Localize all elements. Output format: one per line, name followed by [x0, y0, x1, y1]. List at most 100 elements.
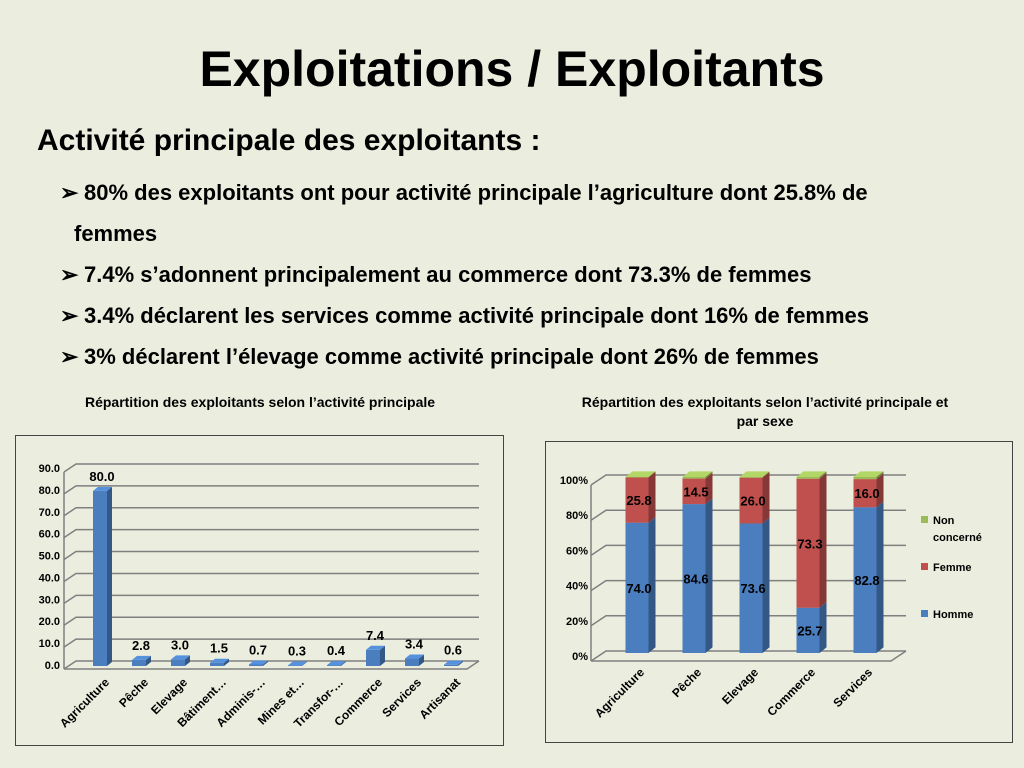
legend-swatch: [921, 610, 928, 617]
bar-segment-femme: [853, 479, 877, 508]
data-label: 84.6: [683, 572, 708, 587]
data-label: 3.4: [405, 637, 424, 652]
bar-side: [185, 655, 190, 666]
bar-side: [341, 661, 346, 666]
bar-segment-homme-side: [648, 517, 656, 653]
bullet-item: ➢ 3.4% déclarent les services comme activ…: [60, 295, 990, 336]
bullet-item: ➢ 80% des exploitants ont pour activité p…: [60, 172, 990, 213]
y-tick-label: 20%: [566, 616, 588, 628]
y-tick-label: 70.0: [39, 507, 60, 519]
y-tick-label: 80.0: [39, 485, 60, 497]
y-tick-label: 90.0: [39, 463, 60, 475]
bar-segment-non-concerné: [796, 477, 820, 479]
chart1-box: 0.0 10.0 20.0 30.0 40.0 50.0 60.0 70.0 80.0 90.0 8…: [15, 435, 504, 746]
bar-segment-femme-side: [819, 473, 827, 608]
legend-swatch: [921, 563, 928, 570]
bar-side: [146, 655, 151, 666]
gridline: [63, 463, 479, 473]
legend-swatch: [921, 516, 928, 523]
legend-label: Non: [933, 515, 955, 527]
gridline: [63, 507, 479, 517]
bar-segment-non-concerné: [625, 477, 649, 478]
y-tick-label: 30.0: [39, 594, 60, 606]
data-label: 82.8: [854, 573, 879, 588]
bar: [132, 659, 146, 666]
bar-top: [405, 654, 424, 659]
bar-top: [171, 655, 190, 660]
y-tick-label: 80%: [566, 510, 588, 522]
bar: [288, 665, 302, 666]
legend-label: Homme: [933, 609, 973, 621]
bullet-text: 7.4% s’adonnent principalement au commer…: [84, 262, 812, 287]
chart1-title: Répartition des exploitants selon l’acti…: [84, 394, 436, 410]
gridline: [63, 550, 479, 561]
bar-top: [132, 655, 151, 660]
y-tick-label: 60.0: [39, 529, 60, 541]
y-tick-label: 40%: [566, 581, 588, 593]
bullet-list: ➢ 80% des exploitants ont pour activité p…: [60, 172, 990, 377]
bar-segment-femme-side: [762, 472, 770, 524]
bar-segment-femme: [739, 477, 763, 524]
bullet-text: 80% des exploitants ont pour activité pr…: [84, 180, 868, 205]
legend-label: Femme: [933, 562, 972, 574]
bar-segment-femme-side: [648, 471, 656, 523]
gridline: [63, 485, 479, 495]
gridline: [63, 616, 479, 626]
data-label: 80.0: [89, 469, 114, 484]
bar-segment-homme: [853, 507, 877, 653]
data-label: 14.5: [683, 484, 708, 499]
bar-segment-non-concerné-top: [625, 471, 656, 477]
bar-segment-homme-side: [876, 501, 884, 653]
bar-side: [419, 654, 424, 666]
bar-segment-homme: [796, 607, 820, 653]
bar: [93, 490, 107, 666]
data-label: 73.3: [797, 536, 822, 551]
bar: [444, 664, 458, 666]
gridline: [63, 638, 479, 648]
x-tick-label: Pêche: [116, 675, 151, 710]
subtitle: Activité principale des exploitants :: [37, 124, 541, 157]
data-label: 25.7: [797, 623, 822, 638]
bar-segment-non-concerné-side: [762, 471, 770, 478]
bar-segment-non-concerné: [682, 477, 706, 479]
floor: [591, 650, 907, 662]
y-tick-label: 0.0: [45, 660, 60, 672]
x-tick-label: Commerce: [764, 665, 818, 719]
y-tick-label: 10.0: [39, 638, 60, 650]
bar-side: [224, 658, 229, 666]
arrow-bullet-icon: ➢: [60, 180, 79, 205]
bar-segment-non-concerné-top: [853, 471, 884, 477]
bar-segment-non-concerné-top: [796, 471, 827, 477]
gridline: [63, 594, 479, 604]
data-label: 16.0: [854, 486, 879, 501]
data-label: 1.5: [210, 641, 228, 656]
bar-segment-femme: [796, 478, 820, 608]
data-label: 7.4: [366, 628, 385, 643]
bar-segment-femme: [625, 477, 649, 523]
bar-segment-homme-side: [705, 498, 713, 653]
chart1-svg: 0.0 10.0 20.0 30.0 40.0 50.0 60.0 70.0 80.0 90.0 8…: [39, 463, 480, 730]
x-tick-label: Artisanat: [416, 675, 463, 722]
bar-top: [444, 660, 463, 665]
page-title: Exploitations / Exploitants: [199, 41, 825, 97]
bar-top: [249, 660, 268, 665]
gridline: [63, 660, 479, 670]
bar-segment-non-concerné-top: [739, 471, 770, 477]
bar-segment-femme-side: [705, 472, 713, 505]
bullet-text-continued: femmes: [74, 221, 158, 246]
gridline: [63, 572, 479, 583]
bar-segment-femme-side: [876, 473, 884, 508]
chart2-box: 0% 20% 40% 60% 80% 100% 74.0 25.8 Agriculture 84.…: [545, 441, 1013, 743]
x-tick-label: Services: [830, 665, 875, 710]
y-tick-label: 50.0: [39, 551, 60, 563]
bar-segment-non-concerné-side: [705, 471, 713, 479]
data-label: 0.3: [288, 643, 306, 658]
bar: [366, 649, 380, 666]
bar-segment-non-concerné-side: [876, 471, 884, 480]
chart2-title: Répartition des exploitants selon l’acti…: [581, 394, 949, 429]
bullet-item: ➢ 3% déclarent l’élevage comme activité p…: [60, 336, 990, 377]
y-tick-label: 20.0: [39, 616, 60, 628]
bar-segment-homme: [625, 522, 649, 653]
bar-segment-non-concerné: [853, 477, 877, 480]
data-label: 26.0: [740, 494, 765, 509]
